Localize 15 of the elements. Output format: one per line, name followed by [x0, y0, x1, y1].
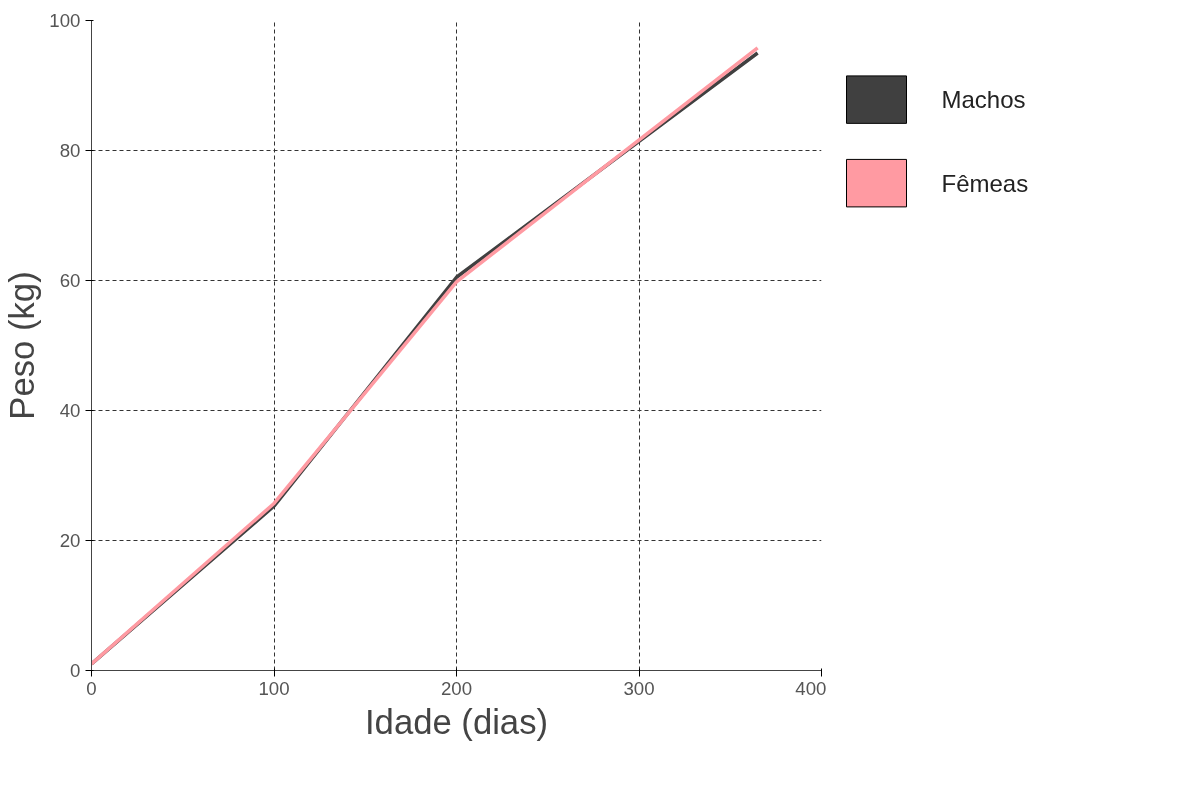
y-tick-label: 60: [59, 270, 81, 291]
y-tick-label: 40: [59, 400, 81, 421]
y-axis-title: Peso (kg): [3, 271, 42, 420]
y-tick-label: 20: [59, 530, 81, 551]
x-tick-label: 200: [440, 677, 473, 699]
x-tick-label: 400: [795, 677, 827, 699]
x-tick-label: 300: [623, 677, 655, 699]
x-tick-label: 100: [258, 677, 290, 699]
legend-label: Fêmeas: [941, 169, 1029, 197]
y-tick-label: 100: [49, 10, 81, 31]
x-axis-title: Idade (dias): [364, 702, 549, 741]
x-tick-label: 0: [86, 677, 97, 699]
y-tick-label: 0: [70, 660, 81, 681]
y-tick-label: 80: [59, 140, 81, 161]
legend-label: Machos: [941, 86, 1026, 114]
